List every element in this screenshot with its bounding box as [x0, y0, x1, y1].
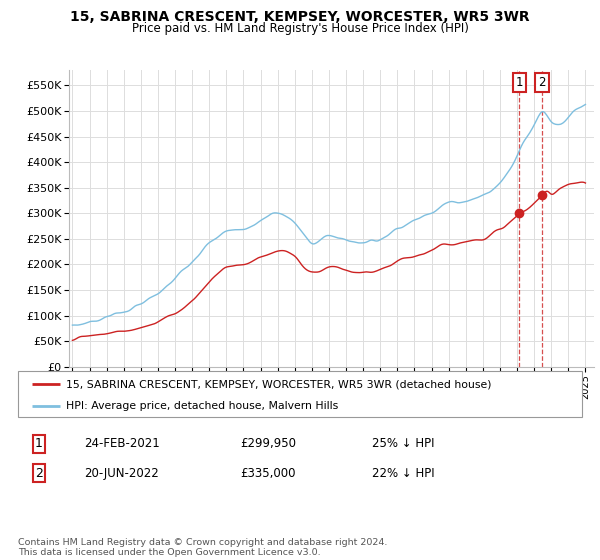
Text: £299,950: £299,950	[240, 437, 296, 450]
Text: Contains HM Land Registry data © Crown copyright and database right 2024.
This d: Contains HM Land Registry data © Crown c…	[18, 538, 388, 557]
Text: 24-FEB-2021: 24-FEB-2021	[84, 437, 160, 450]
Text: 15, SABRINA CRESCENT, KEMPSEY, WORCESTER, WR5 3WR: 15, SABRINA CRESCENT, KEMPSEY, WORCESTER…	[70, 10, 530, 24]
Text: HPI: Average price, detached house, Malvern Hills: HPI: Average price, detached house, Malv…	[66, 401, 338, 410]
Text: 2: 2	[35, 466, 43, 480]
Text: 20-JUN-2022: 20-JUN-2022	[84, 466, 159, 480]
Text: £335,000: £335,000	[240, 466, 296, 480]
FancyBboxPatch shape	[18, 371, 582, 417]
Text: 2: 2	[538, 76, 546, 89]
Text: 1: 1	[515, 76, 523, 89]
Text: 15, SABRINA CRESCENT, KEMPSEY, WORCESTER, WR5 3WR (detached house): 15, SABRINA CRESCENT, KEMPSEY, WORCESTER…	[66, 379, 491, 389]
Text: 25% ↓ HPI: 25% ↓ HPI	[372, 437, 434, 450]
Text: 1: 1	[35, 437, 43, 450]
Text: Price paid vs. HM Land Registry's House Price Index (HPI): Price paid vs. HM Land Registry's House …	[131, 22, 469, 35]
Text: 22% ↓ HPI: 22% ↓ HPI	[372, 466, 434, 480]
